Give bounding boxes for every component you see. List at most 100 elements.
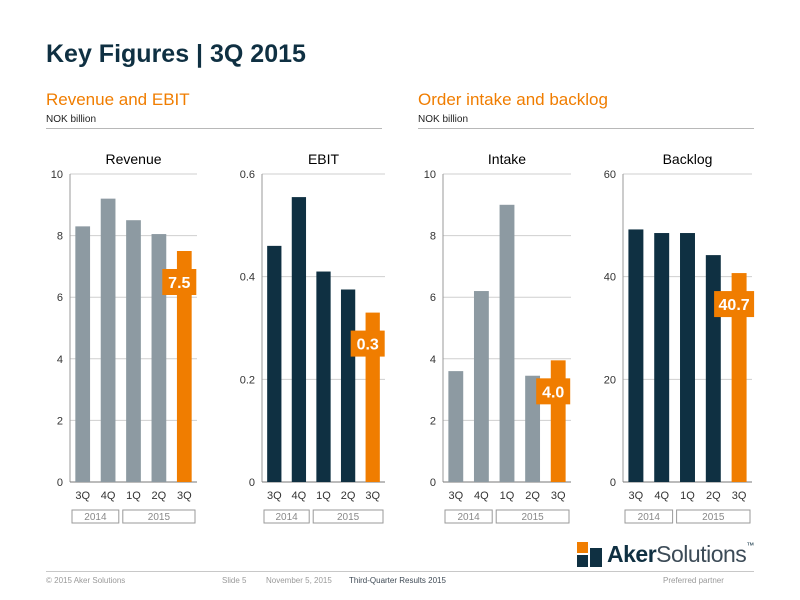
x-tick-label: 3Q [365, 490, 380, 502]
y-tick-label: 8 [57, 231, 63, 243]
year-group-box [495, 509, 570, 524]
section-unit-right: NOK billion [418, 114, 469, 125]
y-tick-label: 4 [57, 354, 63, 366]
y-tick-label: 10 [424, 169, 436, 181]
aker-solutions-logo: AkerSolutions™ [577, 540, 767, 570]
y-tick-label: 0 [610, 477, 616, 489]
y-tick-label: 2 [430, 415, 436, 427]
value-label: 0.3 [357, 337, 379, 354]
bar [291, 197, 307, 482]
order-intake-backlog-section: Order intake and backlog NOK billion [418, 90, 754, 129]
section-title-order-intake-backlog: Order intake and backlog [418, 90, 608, 109]
y-tick-label: 0 [430, 477, 436, 489]
bar [151, 234, 167, 482]
year-group-box [263, 509, 310, 524]
section-title-revenue-ebit: Revenue and EBIT [46, 90, 190, 109]
x-tick-label: 2Q [525, 490, 540, 502]
logo-wordmark: AkerSolutions™ [607, 541, 754, 567]
bar [448, 371, 464, 482]
value-label-box [350, 330, 385, 357]
x-tick-label: 4Q [292, 490, 307, 502]
x-tick-label: 3Q [267, 490, 282, 502]
value-label: 40.7 [719, 297, 750, 314]
bar [680, 233, 695, 482]
year-group-label: 2015 [337, 512, 360, 523]
x-tick-label: 3Q [551, 490, 566, 502]
year-group-label: 2014 [457, 512, 480, 523]
x-tick-label: 3Q [75, 490, 90, 502]
x-tick-label: 2Q [341, 490, 356, 502]
year-group-box [444, 509, 493, 524]
y-tick-label: 40 [604, 272, 616, 284]
bar [499, 204, 515, 483]
page-title: Key Figures | 3Q 2015 [46, 40, 306, 68]
x-tick-label: 2Q [152, 490, 167, 502]
year-group-box [122, 509, 196, 524]
x-tick-label: 3Q [732, 490, 747, 502]
chart-title-ebit: EBIT [308, 151, 340, 167]
year-group-label: 2014 [84, 512, 107, 523]
value-label-box [536, 378, 571, 405]
y-tick-label: 0 [57, 477, 63, 489]
y-tick-label: 0.4 [240, 272, 255, 284]
bar [126, 220, 141, 482]
y-tick-label: 6 [57, 292, 63, 304]
x-tick-label: 2Q [706, 490, 721, 502]
x-tick-label: 4Q [654, 490, 669, 502]
value-label: 7.5 [168, 275, 190, 292]
footer-slide-number: Slide 5 [222, 576, 247, 585]
bar [176, 251, 192, 482]
bar [316, 271, 331, 482]
x-tick-label: 4Q [101, 490, 116, 502]
x-tick-label: 1Q [126, 490, 141, 502]
chart-title-backlog: Backlog [663, 151, 713, 167]
section-unit-left: NOK billion [46, 114, 97, 125]
year-group-box [71, 509, 120, 524]
revenue-ebit-section: Revenue and EBIT NOK billion [46, 90, 382, 129]
y-tick-label: 4 [430, 354, 436, 366]
y-tick-label: 8 [430, 231, 436, 243]
year-group-label: 2015 [521, 512, 544, 523]
year-group-label: 2015 [148, 512, 171, 523]
bar [75, 226, 91, 482]
section-divider-left [46, 128, 382, 129]
bar [100, 198, 116, 482]
chart-title-revenue: Revenue [105, 151, 161, 167]
y-tick-label: 60 [604, 169, 616, 181]
bar [705, 255, 721, 482]
section-divider-right [418, 128, 754, 129]
value-label-box [162, 269, 197, 295]
footer-presentation-title: Third-Quarter Results 2015 [349, 576, 446, 585]
footer-divider [46, 571, 754, 572]
bar [473, 291, 489, 482]
year-group-box [312, 509, 384, 524]
year-group-box [624, 509, 674, 524]
y-tick-label: 20 [604, 374, 616, 386]
x-tick-label: 3Q [177, 490, 192, 502]
y-tick-label: 0.6 [240, 169, 255, 181]
bar [340, 289, 356, 482]
y-tick-label: 10 [51, 169, 63, 181]
bar [731, 273, 747, 482]
value-label-box [714, 291, 755, 318]
year-group-label: 2014 [638, 512, 661, 523]
footer-copyright: © 2015 Aker Solutions [46, 576, 126, 585]
y-tick-label: 6 [430, 292, 436, 304]
bar [654, 233, 670, 482]
year-group-label: 2014 [275, 512, 298, 523]
x-tick-label: 1Q [680, 490, 695, 502]
x-tick-label: 1Q [316, 490, 331, 502]
year-group-box [676, 509, 751, 524]
value-label: 4.0 [542, 384, 564, 401]
chart-title-intake: Intake [488, 151, 526, 167]
y-tick-label: 0.2 [240, 374, 255, 386]
y-tick-label: 0 [249, 477, 255, 489]
logo-mark-icon [577, 542, 602, 567]
x-tick-label: 1Q [500, 490, 515, 502]
footer-tagline: Preferred partner [663, 576, 724, 585]
y-tick-label: 2 [57, 415, 63, 427]
bar [628, 229, 644, 482]
year-group-label: 2015 [702, 512, 725, 523]
x-tick-label: 3Q [629, 490, 644, 502]
